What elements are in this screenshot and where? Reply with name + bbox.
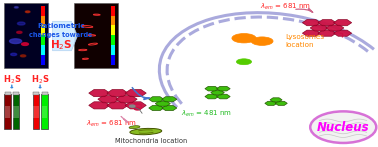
- Bar: [42, 106, 47, 118]
- Bar: [5, 92, 11, 95]
- Text: H$_2$S: H$_2$S: [31, 73, 50, 86]
- Bar: [111, 6, 115, 16]
- Text: changes towards: changes towards: [29, 32, 93, 37]
- Circle shape: [22, 43, 28, 45]
- Bar: [41, 16, 45, 25]
- Text: Lysosomes
location: Lysosomes location: [285, 34, 325, 48]
- Bar: [41, 35, 45, 45]
- Bar: [33, 106, 39, 118]
- Circle shape: [14, 7, 18, 8]
- Circle shape: [25, 11, 30, 13]
- Circle shape: [251, 37, 273, 45]
- Circle shape: [130, 105, 135, 107]
- Bar: [5, 106, 10, 118]
- Circle shape: [17, 31, 22, 33]
- Bar: [13, 106, 19, 118]
- FancyArrow shape: [53, 21, 77, 51]
- Circle shape: [9, 39, 22, 44]
- Bar: [33, 92, 39, 95]
- Bar: [111, 25, 115, 35]
- Ellipse shape: [310, 111, 376, 143]
- Bar: [33, 94, 39, 129]
- Text: $\lambda_{em}$ = 681 nm: $\lambda_{em}$ = 681 nm: [85, 119, 136, 129]
- Circle shape: [20, 55, 26, 57]
- Text: Nucleus: Nucleus: [317, 121, 370, 134]
- Bar: [41, 6, 45, 16]
- Text: Ratiometric: Ratiometric: [37, 24, 85, 29]
- Bar: [111, 16, 115, 25]
- Bar: [111, 45, 115, 55]
- Bar: [74, 3, 118, 68]
- Bar: [13, 92, 19, 95]
- Circle shape: [236, 59, 251, 65]
- Bar: [4, 94, 11, 129]
- Bar: [42, 92, 48, 95]
- Circle shape: [135, 108, 141, 110]
- Bar: [41, 94, 48, 129]
- Circle shape: [232, 34, 256, 43]
- Bar: [41, 45, 45, 55]
- Circle shape: [11, 53, 17, 56]
- Text: H$_2$S: H$_2$S: [3, 73, 21, 86]
- Text: H$_2$S: H$_2$S: [50, 38, 72, 52]
- Bar: [41, 25, 45, 35]
- Bar: [111, 35, 115, 45]
- Bar: [12, 94, 19, 129]
- Text: $\lambda_{em}$ = 481 nm: $\lambda_{em}$ = 481 nm: [181, 109, 232, 119]
- Ellipse shape: [130, 128, 162, 135]
- Ellipse shape: [129, 126, 140, 129]
- Bar: [4, 3, 48, 68]
- Circle shape: [17, 22, 25, 25]
- Text: $\lambda_{em}$ = 681 nm: $\lambda_{em}$ = 681 nm: [260, 1, 311, 12]
- Bar: [41, 55, 45, 65]
- Text: Mitochondria location: Mitochondria location: [115, 138, 187, 144]
- Bar: [111, 55, 115, 65]
